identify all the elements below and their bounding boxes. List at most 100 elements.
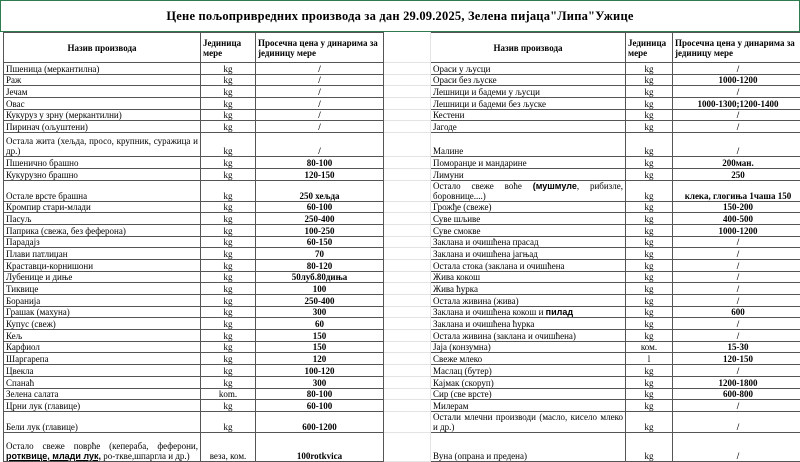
price-cell[interactable]: /	[673, 283, 800, 295]
empty-cell[interactable]	[384, 365, 431, 377]
product-name-cell[interactable]: Лимуни	[431, 168, 626, 180]
unit-cell[interactable]: kom.	[201, 388, 256, 400]
price-cell[interactable]: 600-1200	[256, 411, 384, 432]
empty-cell[interactable]	[384, 341, 431, 353]
price-cell[interactable]: /	[673, 365, 800, 377]
unit-cell[interactable]: kg	[626, 283, 673, 295]
header-name-left[interactable]: Назив производа	[4, 33, 201, 63]
price-cell[interactable]: /	[673, 86, 800, 98]
price-cell[interactable]: /	[256, 121, 384, 133]
price-cell[interactable]: /	[673, 432, 800, 461]
price-cell[interactable]: 100	[256, 283, 384, 295]
unit-cell[interactable]: ком.	[626, 341, 673, 353]
empty-cell[interactable]	[384, 411, 431, 432]
unit-cell[interactable]: kg	[626, 318, 673, 330]
unit-cell[interactable]: kg	[201, 295, 256, 307]
price-cell[interactable]: /	[256, 133, 384, 157]
price-cell[interactable]: /	[256, 98, 384, 110]
empty-cell[interactable]	[384, 236, 431, 248]
product-name-cell[interactable]: Суве шљиве	[431, 213, 626, 225]
price-cell[interactable]: /	[256, 63, 384, 75]
product-name-cell[interactable]: Заклана и очишћена кокош и пилад	[431, 306, 626, 318]
price-cell[interactable]: 300	[256, 376, 384, 388]
product-name-cell[interactable]: Маслац (бутер)	[431, 365, 626, 377]
unit-cell[interactable]: kg	[626, 157, 673, 169]
empty-cell[interactable]	[384, 283, 431, 295]
empty-cell[interactable]	[384, 63, 431, 75]
price-cell[interactable]: /	[673, 411, 800, 432]
price-cell[interactable]: 120	[256, 353, 384, 365]
price-cell[interactable]: 80-120	[256, 259, 384, 271]
empty-cell[interactable]	[384, 330, 431, 342]
empty-cell[interactable]	[384, 86, 431, 98]
unit-cell[interactable]: kg	[626, 330, 673, 342]
product-name-cell[interactable]: Црни лук (главице)	[4, 400, 201, 412]
price-cell[interactable]: /	[673, 109, 800, 121]
price-cell[interactable]: 200ман.	[673, 157, 800, 169]
empty-cell[interactable]	[384, 295, 431, 307]
price-cell[interactable]: /	[673, 271, 800, 283]
unit-cell[interactable]: l	[626, 353, 673, 365]
product-name-cell[interactable]: Паприка (свежа, без феферона)	[4, 224, 201, 236]
unit-cell[interactable]: kg	[626, 295, 673, 307]
price-cell[interactable]: /	[673, 330, 800, 342]
price-cell[interactable]: 80-100	[256, 157, 384, 169]
empty-cell[interactable]	[384, 168, 431, 180]
empty-cell[interactable]	[384, 224, 431, 236]
empty-cell[interactable]	[384, 400, 431, 412]
empty-cell[interactable]	[384, 98, 431, 110]
price-cell[interactable]: 60-100	[256, 400, 384, 412]
empty-cell[interactable]	[384, 180, 431, 201]
product-name-cell[interactable]: Остало свеже поврће (кепераба, феферони,…	[4, 432, 201, 461]
price-cell[interactable]: 120-150	[256, 168, 384, 180]
product-name-cell[interactable]: Раж	[4, 74, 201, 86]
price-cell[interactable]: 1000-1300;1200-1400	[673, 98, 800, 110]
product-name-cell[interactable]: Лешници и бадеми у љусци	[431, 86, 626, 98]
header-unit-right[interactable]: Јединица мере	[626, 33, 673, 63]
price-cell[interactable]: /	[256, 109, 384, 121]
empty-cell[interactable]	[384, 74, 431, 86]
product-name-cell[interactable]: Заклана и очишћена јагњад	[431, 248, 626, 260]
product-name-cell[interactable]: Остала жита (хељда, просо, крупник, сура…	[4, 133, 201, 157]
product-name-cell[interactable]: Кељ	[4, 330, 201, 342]
product-name-cell[interactable]: Парадајз	[4, 236, 201, 248]
price-cell[interactable]: 1000-1200	[673, 74, 800, 86]
product-name-cell[interactable]: Грожђе (свеже)	[431, 201, 626, 213]
product-name-cell[interactable]: Купус (свеж)	[4, 318, 201, 330]
unit-cell[interactable]: kg	[626, 98, 673, 110]
product-name-cell[interactable]: Кестени	[431, 109, 626, 121]
empty-cell[interactable]	[384, 157, 431, 169]
product-name-cell[interactable]: Ораси без љуске	[431, 74, 626, 86]
price-cell[interactable]: 80-100	[256, 388, 384, 400]
price-cell[interactable]: 60-100	[256, 201, 384, 213]
unit-cell[interactable]: kg	[201, 411, 256, 432]
unit-cell[interactable]: kg	[626, 63, 673, 75]
product-name-cell[interactable]: Остала живина (жива)	[431, 295, 626, 307]
empty-cell[interactable]	[384, 271, 431, 283]
empty-cell[interactable]	[384, 121, 431, 133]
price-cell[interactable]: 250-400	[256, 213, 384, 225]
price-cell[interactable]: 150	[256, 341, 384, 353]
unit-cell[interactable]: kg	[201, 86, 256, 98]
unit-cell[interactable]: kg	[201, 400, 256, 412]
unit-cell[interactable]: kg	[201, 201, 256, 213]
price-cell[interactable]: 1000-1200	[673, 224, 800, 236]
price-cell[interactable]: 100rotkvica	[256, 432, 384, 461]
product-name-cell[interactable]: Остала стока (заклана и очишћена	[431, 259, 626, 271]
unit-cell[interactable]: kg	[201, 224, 256, 236]
price-cell[interactable]: клека, глогиња 1чаша 150	[673, 180, 800, 201]
price-cell[interactable]: /	[673, 236, 800, 248]
unit-cell[interactable]: kg	[626, 224, 673, 236]
price-cell[interactable]: /	[256, 74, 384, 86]
product-name-cell[interactable]: Плави патлиџан	[4, 248, 201, 260]
product-name-cell[interactable]: Кајмак (скоруп)	[431, 376, 626, 388]
unit-cell[interactable]: kg	[201, 365, 256, 377]
unit-cell[interactable]: kg	[626, 411, 673, 432]
unit-cell[interactable]: kg	[626, 271, 673, 283]
unit-cell[interactable]: kg	[201, 353, 256, 365]
unit-cell[interactable]: kg	[201, 259, 256, 271]
unit-cell[interactable]: kg	[201, 213, 256, 225]
empty-cell[interactable]	[384, 213, 431, 225]
unit-cell[interactable]: kg	[626, 306, 673, 318]
unit-cell[interactable]: kg	[626, 236, 673, 248]
